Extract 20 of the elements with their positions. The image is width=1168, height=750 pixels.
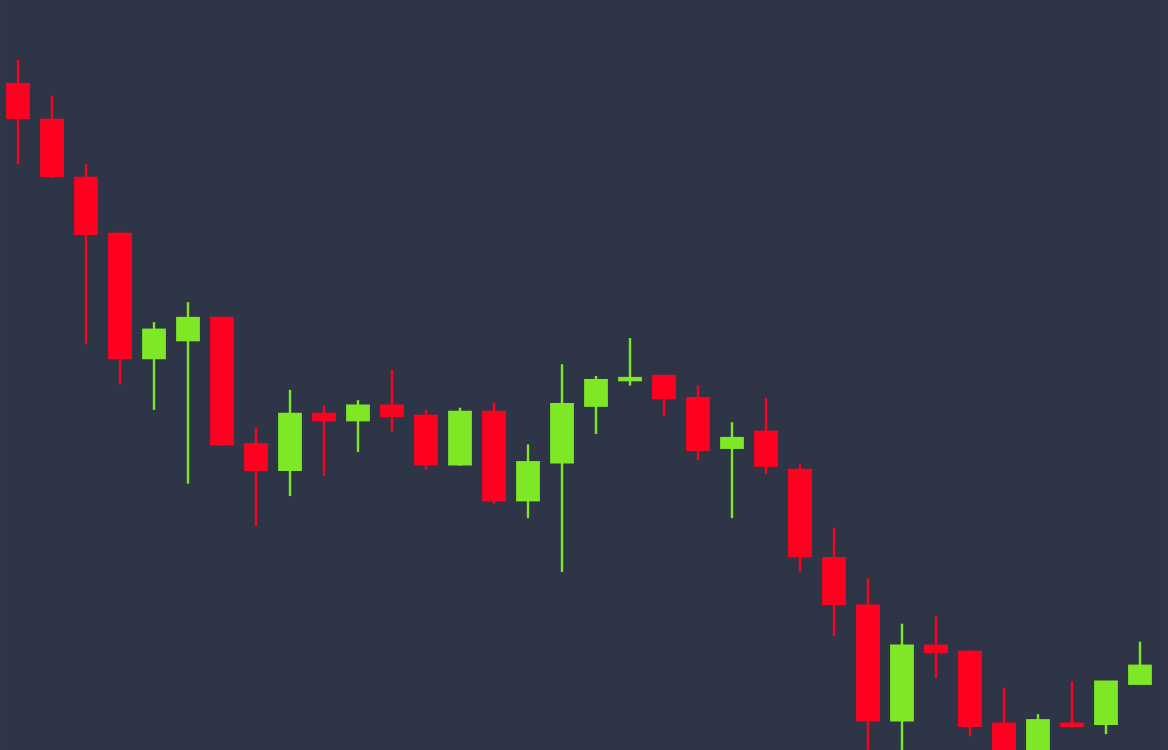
candlestick <box>1026 712 1050 750</box>
candlestick <box>720 421 744 520</box>
candlestick <box>6 58 30 166</box>
candlestick <box>142 320 166 412</box>
candlestick <box>312 404 336 478</box>
candlestick <box>822 526 846 638</box>
candlestick <box>516 443 540 520</box>
candlestick <box>754 396 778 476</box>
candlestick <box>176 300 200 485</box>
candlestick <box>346 398 370 454</box>
candlestick <box>652 374 676 418</box>
candlestick <box>584 374 608 436</box>
candlestick <box>1128 640 1152 685</box>
candlestick <box>924 614 948 680</box>
candlestick <box>1060 680 1084 730</box>
candlestick <box>380 368 404 434</box>
candlestick <box>244 426 268 527</box>
candlestick <box>992 686 1016 750</box>
candlestick <box>1094 680 1118 736</box>
candlestick <box>618 336 642 387</box>
